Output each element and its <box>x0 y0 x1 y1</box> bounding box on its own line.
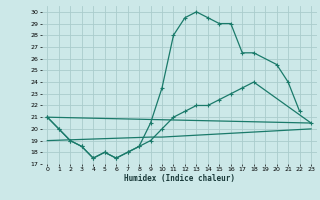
X-axis label: Humidex (Indice chaleur): Humidex (Indice chaleur) <box>124 174 235 183</box>
